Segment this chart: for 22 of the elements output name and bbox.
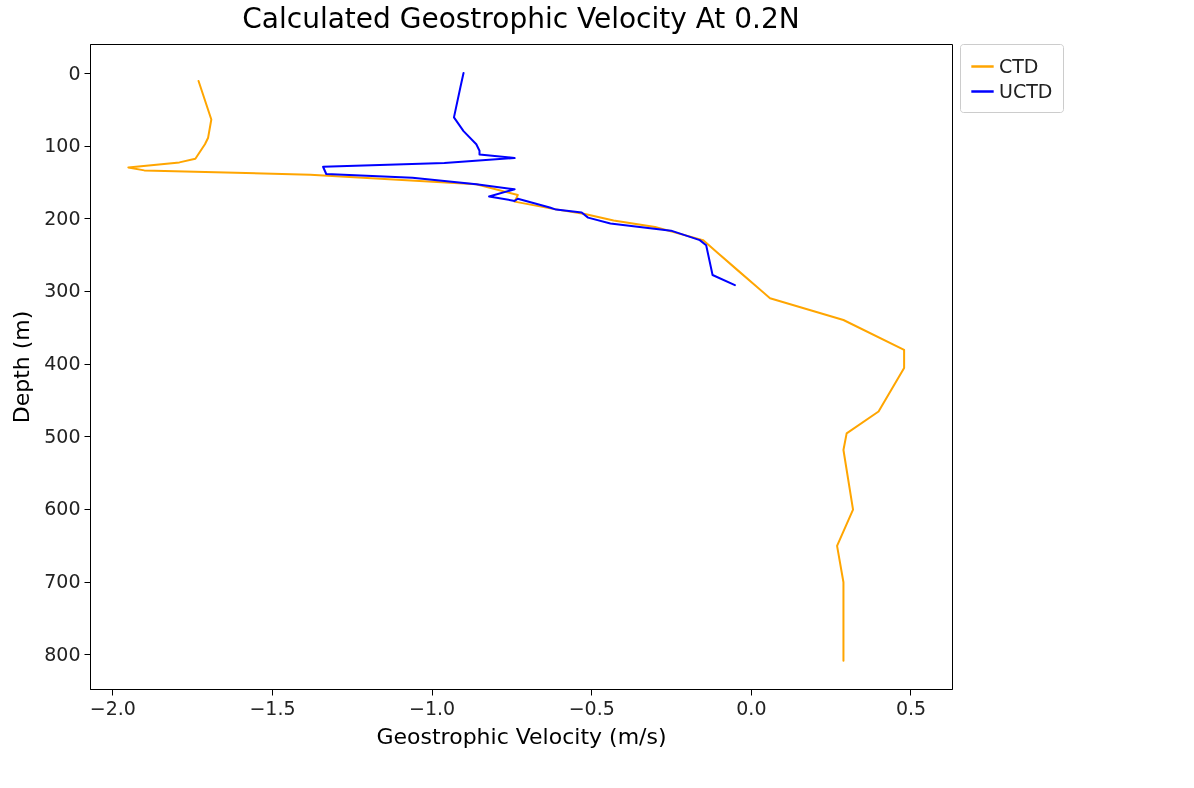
x-axis-title: Geostrophic Velocity (m/s) [376, 723, 667, 749]
x-tick-label: 0.0 [736, 696, 767, 719]
y-tick-label: 200 [44, 206, 81, 229]
x-tick-label: 0.5 [895, 696, 927, 719]
line-series [127, 80, 906, 662]
y-axis-title: Depth (m) [9, 310, 35, 424]
y-tick-label: 800 [44, 642, 81, 665]
legend-label: CTD [999, 54, 1039, 77]
chart-title: Calculated Geostrophic Velocity At 0.2N [242, 1, 800, 35]
y-tick-label: 700 [44, 570, 81, 592]
x-tick-label: −0.5 [568, 696, 615, 719]
legend-label: UCTD [999, 79, 1053, 102]
x-tick-label: −1.5 [249, 696, 296, 719]
y-tick-label: 0 [68, 61, 81, 84]
y-tick-label: 300 [44, 279, 81, 302]
y-tick-label: 500 [44, 424, 81, 447]
line-series [322, 72, 736, 287]
x-tick-label: −1.0 [409, 696, 456, 719]
y-tick-label: 400 [44, 352, 81, 375]
y-tick-label: 100 [44, 134, 81, 157]
x-tick-label: −2.0 [89, 696, 136, 719]
y-tick-label: 600 [44, 497, 81, 520]
